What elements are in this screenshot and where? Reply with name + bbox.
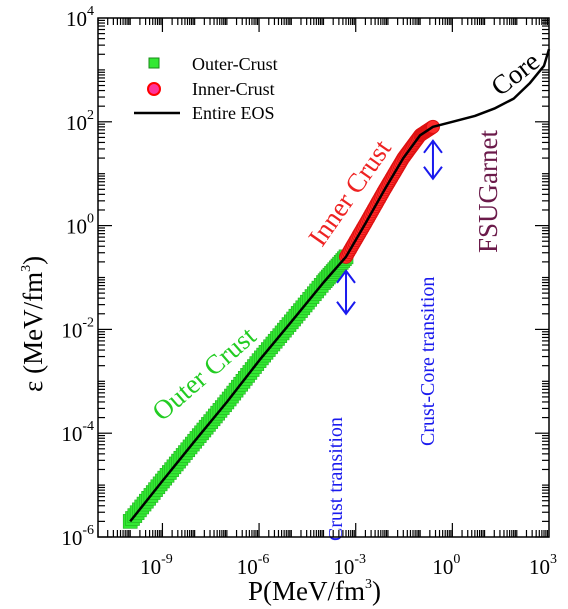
crust-core-transition-arrow — [423, 139, 443, 181]
legend: Outer-Crust Inner-Crust Entire EOS — [134, 54, 278, 123]
y-axis-title: ε (MeV/fm3) — [18, 256, 48, 392]
y-tick-label: 10-2 — [61, 315, 94, 342]
y-tick-label: 102 — [66, 108, 94, 135]
legend-label-outer-crust: Outer-Crust — [192, 54, 278, 74]
tick-labels: 10-9 10-6 10-3 100 103 10-6 10-4 10-2 100 102 104 — [61, 4, 557, 579]
entire-eos-line — [129, 48, 551, 523]
y-tick-label: 10-4 — [61, 419, 94, 446]
plot-frame — [97, 17, 550, 538]
x-axis-title: P(MeV/fm3) — [248, 576, 381, 606]
legend-label-entire-eos: Entire EOS — [192, 103, 275, 123]
model-label: FSUGarnet — [473, 130, 503, 253]
y-tick-label: 10-6 — [61, 523, 94, 550]
crust-transition-arrow — [336, 269, 356, 316]
x-tick-label: 10-9 — [140, 552, 173, 579]
legend-marker-outer-crust — [148, 57, 160, 69]
series-layer — [122, 48, 551, 529]
x-tick-label: 10-3 — [333, 552, 366, 579]
x-tick-label: 103 — [529, 552, 557, 579]
x-tick-label: 10-6 — [237, 552, 270, 579]
legend-marker-inner-crust — [147, 82, 161, 96]
crust-transition-label: Crust transition — [325, 417, 347, 541]
x-tick-label: 100 — [432, 552, 460, 579]
transition-arrows — [336, 139, 443, 316]
core-label: Core — [485, 46, 545, 102]
y-tick-label: 100 — [66, 212, 94, 239]
y-tick-label: 104 — [66, 4, 94, 31]
crust-core-transition-label: Crust-Core transition — [417, 277, 439, 446]
legend-label-inner-crust: Inner-Crust — [192, 79, 275, 99]
